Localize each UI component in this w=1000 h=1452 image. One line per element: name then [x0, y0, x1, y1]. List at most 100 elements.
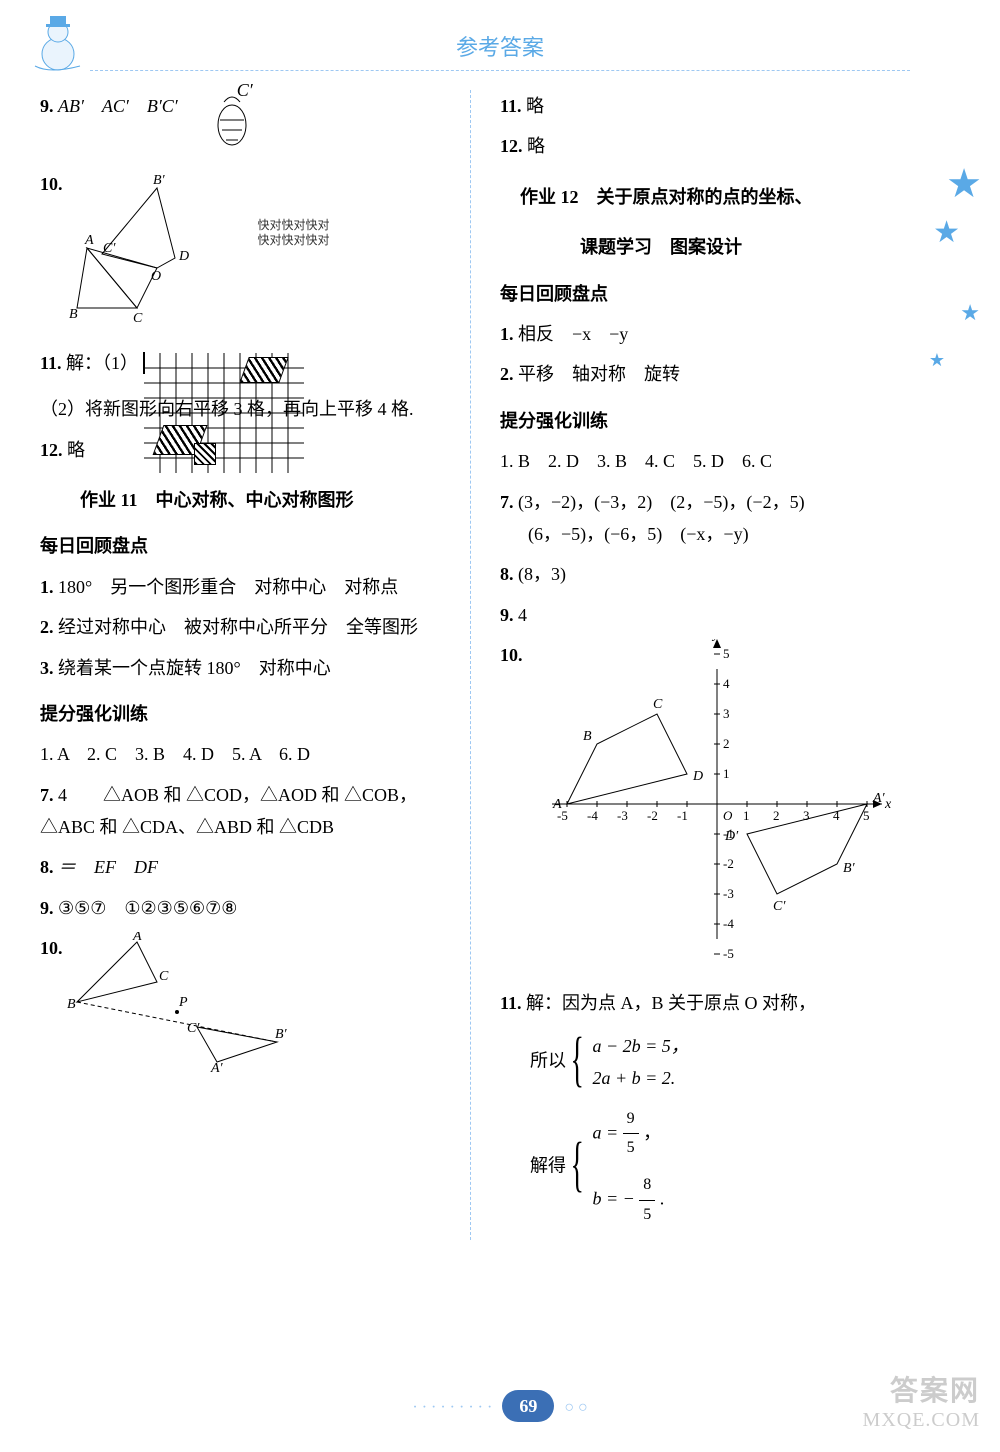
b8-text: ＝ EF DF: [58, 857, 158, 877]
q-number: 10.: [40, 938, 63, 958]
q-number: 1.: [500, 324, 514, 344]
column-divider: [470, 90, 471, 1240]
b-row: 1. A 2. C 3. B 4. D 5. A 6. D: [40, 738, 450, 770]
sys1a: a − 2b = 5，: [592, 1030, 688, 1062]
svg-text:C: C: [133, 311, 143, 326]
q11-grid-figure: [143, 347, 145, 379]
page-number-badge: 69: [502, 1390, 554, 1422]
q10: 10. A B C D O B′ C′ 快对快对快对 快对快对快对: [40, 168, 450, 338]
b9-text: ③⑤⑦ ①②③⑤⑥⑦⑧: [58, 898, 237, 918]
a3: 3. 绕着某一个点旋转 180° 对称中心: [40, 652, 450, 684]
section-heading: 提分强化训练: [500, 405, 910, 437]
brace-icon: {: [571, 1007, 584, 1118]
svg-text:5: 5: [723, 646, 730, 661]
rb7-l1: (3，−2)，(−3，2) (2，−5)，(−2，5): [518, 492, 805, 512]
page-footer: · · · · · · · · · 69 ○ ○: [0, 1390, 1000, 1422]
sol-b: b = − 85 .: [592, 1171, 664, 1230]
page-root: 参考答案 ★ ★ ★ ★ 9. AB′ AC′ B′C′ C′ 10.: [0, 0, 1000, 1452]
watermark-line1: 答案网: [863, 1369, 980, 1409]
svg-text:C: C: [653, 697, 663, 712]
svg-text:B′: B′: [153, 173, 166, 188]
section-heading: 提分强化训练: [40, 698, 450, 730]
svg-text:3: 3: [723, 706, 730, 721]
svg-text:3: 3: [803, 808, 810, 823]
q-number: 8.: [40, 857, 54, 877]
q-number: 10.: [500, 645, 523, 665]
svg-text:A: A: [132, 932, 142, 944]
ra2: 2. 平移 轴对称 旋转: [500, 358, 910, 390]
q-number: 9.: [40, 898, 54, 918]
sol-a: a = 95 ，: [592, 1105, 664, 1164]
rb8: 8. (8，3): [500, 558, 910, 590]
svg-text:x: x: [884, 797, 892, 812]
sys1b: 2a + b = 2.: [592, 1062, 688, 1094]
note-line: 快对快对快对: [258, 233, 330, 247]
q-number: 1.: [40, 577, 54, 597]
svg-text:O: O: [723, 808, 733, 823]
rb9-text: 4: [518, 605, 527, 625]
svg-text:B′: B′: [275, 1027, 287, 1042]
q-number: 11.: [500, 96, 522, 116]
svg-text:A: A: [552, 797, 562, 812]
q-number: 2.: [500, 364, 514, 384]
coordinate-chart: -5-4-3-2-112345-5-4-3-2-112345OxyABCDA′B…: [527, 639, 907, 979]
svg-text:D: D: [178, 249, 189, 264]
q-number: 2.: [40, 617, 54, 637]
svg-text:P: P: [178, 995, 188, 1010]
footer-dots: · · · · · · · · ·: [412, 1399, 492, 1416]
star-icon: ★: [960, 300, 980, 326]
svg-text:1: 1: [723, 766, 730, 781]
svg-text:C′: C′: [187, 1021, 200, 1036]
b7: 7. 4 △AOB 和 △COD，△AOD 和 △COB，△ABC 和 △CDA…: [40, 779, 450, 844]
rb8-text: (8，3): [518, 564, 566, 584]
svg-text:-4: -4: [723, 916, 734, 931]
watermark-line2: MXQE.COM: [863, 1409, 980, 1432]
q11: 11. 解：（1）: [40, 347, 450, 379]
svg-text:4: 4: [833, 808, 840, 823]
q-number: 12.: [40, 440, 63, 460]
svg-text:A: A: [84, 233, 94, 248]
q11-prefix: 解：（1）: [66, 353, 138, 373]
q12-text: 略: [67, 440, 85, 460]
svg-text:C: C: [159, 969, 169, 984]
a1-text: 180° 另一个图形重合 对称中心 对称点: [58, 577, 398, 597]
star-icon: ★: [929, 350, 945, 371]
fraction: 85: [639, 1171, 655, 1230]
svg-text:A′: A′: [210, 1061, 224, 1072]
q-number: 11.: [500, 993, 522, 1013]
carrot-icon: [202, 90, 262, 160]
section-heading: 每日回顾盘点: [40, 530, 450, 562]
system-1: a − 2b = 5， 2a + b = 2.: [592, 1030, 688, 1095]
a2: 2. 经过对称中心 被对称中心所平分 全等图形: [40, 611, 450, 643]
q-number: 7.: [500, 492, 514, 512]
rb-row: 1. B 2. D 3. B 4. C 5. D 6. C: [500, 445, 910, 477]
q10-figure: A B C D O B′ C′: [67, 168, 247, 338]
r-q12-text: 略: [527, 136, 545, 156]
star-icon: ★: [933, 215, 960, 250]
rb7-l2: (6，−5)，(−6，5) (−x，−y): [528, 524, 749, 544]
a1: 1. 180° 另一个图形重合 对称中心 对称点: [40, 571, 450, 603]
q-number: 9.: [40, 96, 54, 116]
rb10: 10. -5-4-3-2-112345-5-4-3-2-112345OxyABC…: [500, 639, 910, 979]
ra1-text: 相反 −x −y: [518, 324, 628, 344]
svg-text:4: 4: [723, 676, 730, 691]
r-q12: 12. 略: [500, 130, 910, 162]
q-number: 11.: [40, 353, 62, 373]
r-q11-text: 略: [526, 96, 544, 116]
b9: 9. ③⑤⑦ ①②③⑤⑥⑦⑧: [40, 892, 450, 924]
svg-text:-4: -4: [587, 808, 598, 823]
svg-text:-1: -1: [677, 808, 688, 823]
brace-icon: {: [571, 1112, 584, 1223]
rb11-solve: 解得: [530, 1155, 566, 1175]
q-number: 9.: [500, 605, 514, 625]
q9-extra: C′: [237, 80, 253, 100]
svg-text:B: B: [583, 729, 592, 744]
svg-text:B: B: [69, 307, 78, 322]
svg-text:D: D: [692, 769, 703, 784]
note-line: 快对快对快对: [258, 218, 330, 232]
header-title: 参考答案: [456, 35, 544, 60]
a3-text: 绕着某一个点旋转 180° 对称中心: [58, 658, 331, 678]
r-q11: 11. 略: [500, 90, 910, 122]
svg-text:B′: B′: [843, 861, 856, 876]
b10-figure: A B C P C′ A′ B′: [67, 932, 287, 1082]
